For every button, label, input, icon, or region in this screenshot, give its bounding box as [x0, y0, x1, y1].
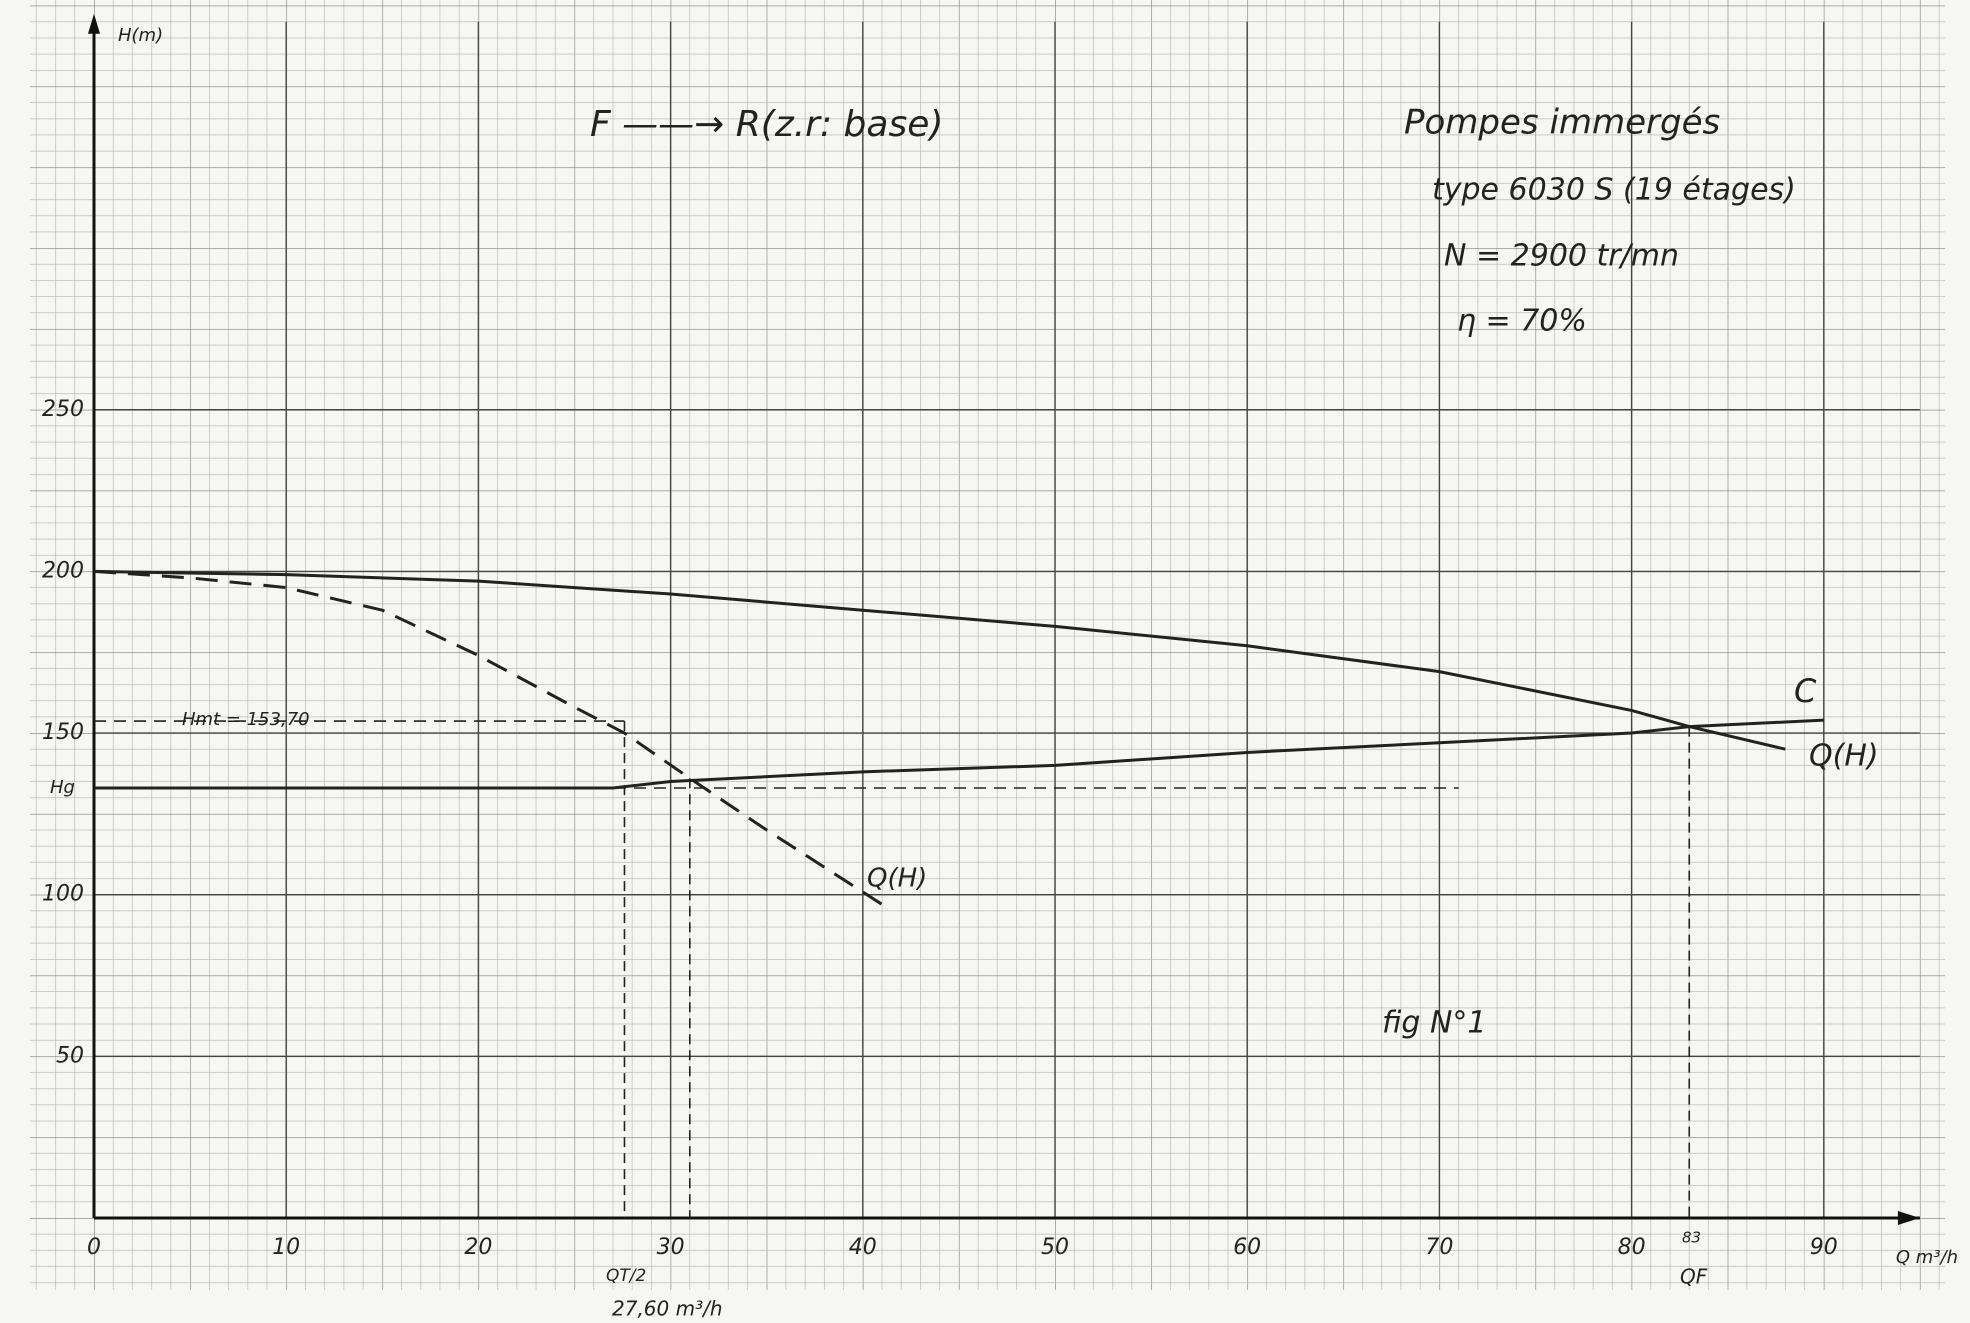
chart: 0 10 20 30 40 50 60 70 80 90 50 100 150 200 250 H(m) Q m… — [0, 0, 1970, 1323]
x-axis-label: Q m³/h — [1896, 1247, 1958, 1268]
y-axis-label: H(m) — [118, 25, 163, 46]
x-tick-label: 90 — [1810, 1235, 1838, 1260]
x-tick-label: 30 — [657, 1235, 685, 1260]
x-tick-label: 0 — [87, 1235, 101, 1260]
y-tick-label: 50 — [56, 1043, 84, 1068]
y-tick-label: 150 — [42, 720, 84, 745]
x-tick-label: 80 — [1618, 1235, 1646, 1260]
curve-label: C — [1794, 672, 1817, 710]
annotation-hmt: Hmt = 153,70 — [182, 709, 310, 730]
x-tick-label: 40 — [849, 1235, 877, 1260]
annotation-pump-type: type 6030 S (19 étages) — [1432, 173, 1796, 208]
x-tick-label: 70 — [1425, 1235, 1453, 1260]
annotation-qt2-value: 27,60 m³/h — [612, 1297, 723, 1321]
x-tick-label: 60 — [1233, 1235, 1261, 1260]
annotation-qf-value: 83 — [1682, 1229, 1701, 1247]
x-tick-label: 20 — [464, 1235, 492, 1260]
curve-label: Q(H) — [867, 864, 927, 894]
x-tick-label: 10 — [272, 1235, 300, 1260]
annotation-hg: Hg — [50, 777, 75, 798]
y-tick-label: 250 — [42, 397, 84, 422]
annotation-qf: QF — [1680, 1265, 1708, 1289]
curve-label: Q(H) — [1809, 739, 1879, 774]
y-tick-label: 200 — [42, 558, 84, 583]
annotation-scheme: F ——→ R(z.r: base) — [590, 104, 943, 145]
annotation-title: Pompes immergés — [1404, 103, 1720, 143]
annotation-qt2: QT/2 — [606, 1266, 646, 1286]
annotation-efficiency: η = 70% — [1457, 304, 1587, 339]
annotation-speed: N = 2900 tr/mn — [1444, 239, 1679, 274]
x-tick-label: 50 — [1041, 1235, 1069, 1260]
annotation-figure: fig N°1 — [1382, 1006, 1487, 1041]
page: {"chart_data": { "type": "line", "y_labe… — [0, 0, 1970, 1323]
y-tick-label: 100 — [42, 882, 84, 907]
